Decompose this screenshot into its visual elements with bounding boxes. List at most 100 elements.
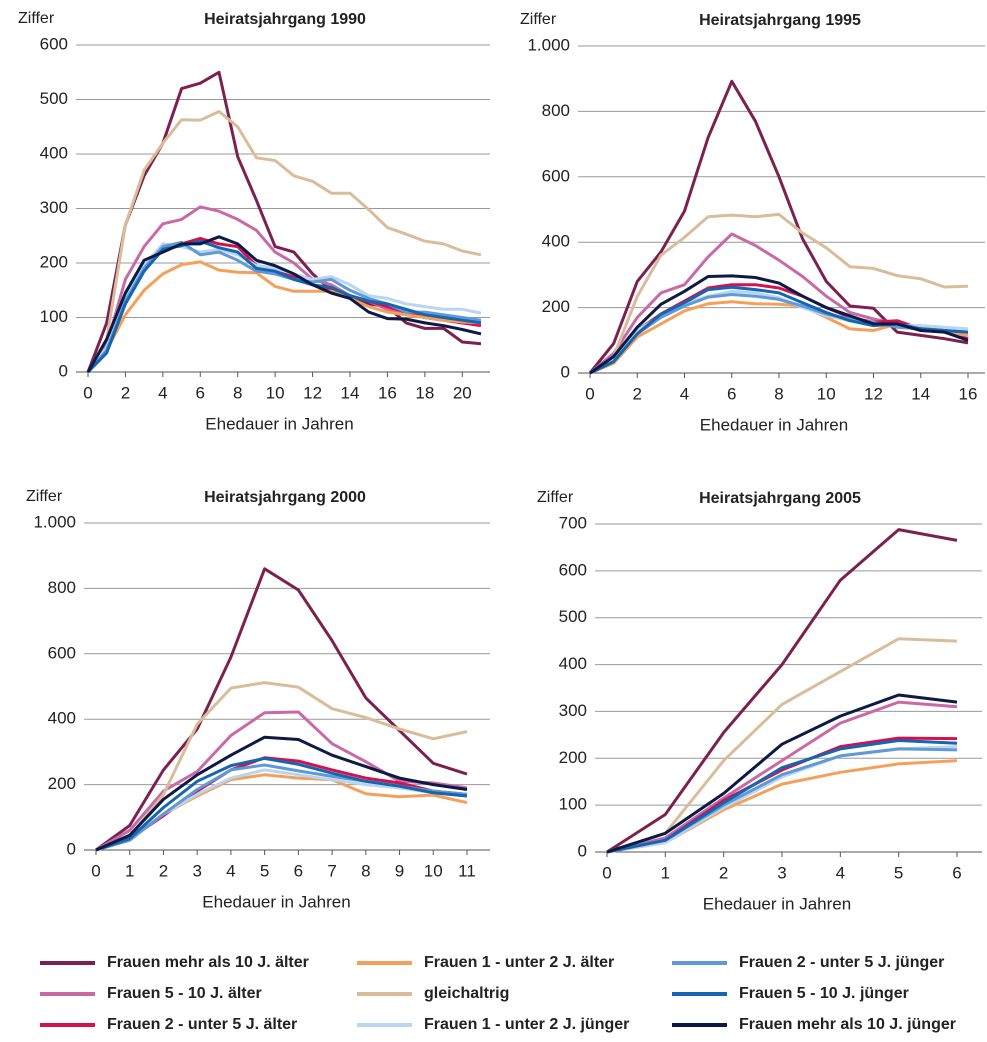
- x-tick-label: 0: [83, 383, 92, 402]
- y-tick-label: 0: [561, 362, 570, 381]
- y-tick-label: 600: [40, 34, 68, 53]
- x-tick-label: 6: [952, 863, 961, 882]
- x-tick-label: 11: [458, 861, 476, 880]
- legend-entry: gleichaltrig: [357, 985, 509, 1002]
- x-tick-label: 4: [226, 861, 235, 880]
- x-tick-label: 3: [777, 863, 786, 882]
- legend-entry: Frauen 5 - 10 J. jünger: [672, 985, 909, 1002]
- x-tick-label: 14: [911, 384, 930, 403]
- x-tick-label: 12: [303, 383, 322, 402]
- chart-title: Heiratsjahrgang 2000: [204, 489, 366, 506]
- x-tick-label: 5: [894, 863, 903, 882]
- y-tick-label: 0: [59, 361, 68, 380]
- chart-title: Heiratsjahrgang 2005: [699, 490, 861, 507]
- panel: Heiratsjahrgang 2005 Ziffer 0 100 200 300 400 5…: [537, 489, 982, 913]
- y-axis-label: Ziffer: [26, 488, 63, 505]
- x-tick-label: 2: [121, 383, 130, 402]
- series-line: [606, 528, 958, 854]
- legend-label: Frauen 1 - unter 2 J. älter: [424, 954, 614, 971]
- x-tick-label: 9: [395, 861, 404, 880]
- y-axis-label: Ziffer: [537, 489, 574, 506]
- y-tick-label: 600: [559, 560, 587, 579]
- x-tick-label: 10: [817, 384, 836, 403]
- chart-title: Heiratsjahrgang 1995: [699, 12, 861, 29]
- y-tick-label: 600: [48, 643, 76, 662]
- y-tick-label: 300: [40, 198, 68, 217]
- x-tick-label: 4: [836, 863, 845, 882]
- x-tick-label: 8: [361, 861, 370, 880]
- x-tick-label: 4: [158, 383, 167, 402]
- legend-label: Frauen 2 - unter 5 J. jünger: [739, 954, 944, 971]
- y-axis-label: Ziffer: [520, 11, 557, 28]
- x-axis-label: Ehedauer in Jahren: [205, 414, 353, 433]
- legend-label: gleichaltrig: [424, 985, 509, 1002]
- x-tick-label: 8: [233, 383, 242, 402]
- x-tick-label: 12: [864, 384, 883, 403]
- x-tick-label: 14: [341, 383, 360, 402]
- panel: Heiratsjahrgang 1990Ziffer01002003004005…: [18, 10, 490, 433]
- y-tick-label: 200: [542, 297, 570, 316]
- series-line: [589, 212, 969, 375]
- series-line: [86, 235, 482, 373]
- series-line: [606, 739, 958, 854]
- series-line: [589, 293, 969, 375]
- legend-label: Frauen 5 - 10 J. älter: [107, 985, 262, 1002]
- series-line: [86, 70, 482, 373]
- x-axis-label: Ehedauer in Jahren: [703, 894, 851, 913]
- y-tick-label: 400: [559, 654, 587, 673]
- x-axis-label: Ehedauer in Jahren: [700, 415, 848, 434]
- y-tick-label: 400: [40, 143, 68, 162]
- y-tick-label: 1.000: [527, 35, 570, 54]
- x-tick-label: 8: [774, 384, 783, 403]
- x-tick-label: 18: [415, 383, 434, 402]
- series-line: [588, 79, 969, 374]
- x-tick-label: 0: [602, 863, 611, 882]
- series-line: [86, 110, 482, 373]
- x-tick-label: 2: [719, 863, 728, 882]
- y-tick-label: 200: [48, 774, 76, 793]
- y-tick-label: 500: [40, 89, 68, 108]
- legend-entry: Frauen mehr als 10 J. älter: [40, 954, 309, 971]
- x-tick-label: 10: [266, 383, 285, 402]
- legend-label: Frauen 1 - unter 2 J. jünger: [424, 1016, 629, 1033]
- series-line: [95, 756, 468, 852]
- y-tick-label: 100: [559, 795, 587, 814]
- y-tick-label: 500: [559, 607, 587, 626]
- x-axis-label: Ehedauer in Jahren: [202, 892, 350, 911]
- legend-entry: Frauen 1 - unter 2 J. älter: [357, 954, 614, 971]
- legend-label: Frauen mehr als 10 J. älter: [107, 954, 309, 971]
- x-tick-label: 6: [196, 383, 205, 402]
- legend-label: Frauen mehr als 10 J. jünger: [739, 1016, 956, 1033]
- legend-entry: Frauen mehr als 10 J. jünger: [672, 1016, 956, 1033]
- y-tick-label: 200: [559, 748, 587, 767]
- y-tick-label: 0: [67, 839, 76, 858]
- x-tick-label: 0: [585, 384, 594, 403]
- x-tick-label: 1: [125, 861, 134, 880]
- y-tick-label: 600: [542, 166, 570, 185]
- legend-entry: Frauen 2 - unter 5 J. jünger: [672, 954, 944, 971]
- series-line: [589, 274, 969, 375]
- x-tick-label: 2: [159, 861, 168, 880]
- y-tick-label: 400: [542, 232, 570, 251]
- panel: Heiratsjahrgang 1995 Ziffer 0 200 400 600 800 1…: [520, 11, 985, 434]
- legend-entry: Frauen 1 - unter 2 J. jünger: [357, 1016, 629, 1033]
- x-tick-label: 6: [294, 861, 303, 880]
- x-tick-label: 16: [959, 384, 978, 403]
- series-line: [606, 693, 958, 854]
- x-tick-label: 3: [192, 861, 201, 880]
- legend-entry: Frauen 2 - unter 5 J. älter: [40, 1016, 297, 1033]
- series-line: [86, 239, 482, 374]
- y-tick-label: 0: [578, 841, 587, 860]
- x-tick-label: 1: [661, 863, 670, 882]
- series-line: [589, 300, 969, 375]
- x-tick-label: 7: [327, 861, 336, 880]
- legend-entry: Frauen 5 - 10 J. älter: [40, 985, 262, 1002]
- y-tick-label: 400: [48, 709, 76, 728]
- series-line: [95, 567, 468, 852]
- x-tick-label: 0: [91, 861, 100, 880]
- series-line: [95, 735, 468, 852]
- x-tick-label: 5: [260, 861, 269, 880]
- x-tick-label: 16: [378, 383, 397, 402]
- chart-title: Heiratsjahrgang 1990: [204, 11, 366, 28]
- y-tick-label: 100: [40, 307, 68, 326]
